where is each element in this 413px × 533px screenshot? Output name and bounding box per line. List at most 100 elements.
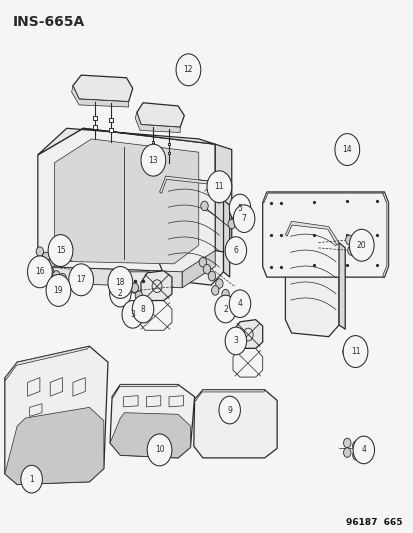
Text: 13: 13 — [148, 156, 158, 165]
Circle shape — [215, 279, 223, 288]
Polygon shape — [38, 128, 215, 272]
Text: 11: 11 — [214, 182, 223, 191]
Circle shape — [345, 235, 352, 245]
Polygon shape — [124, 272, 157, 293]
Text: 8: 8 — [140, 304, 145, 313]
Circle shape — [343, 448, 350, 457]
Polygon shape — [223, 200, 229, 277]
Circle shape — [228, 219, 235, 229]
Circle shape — [46, 274, 71, 306]
Circle shape — [46, 267, 54, 277]
Polygon shape — [38, 128, 215, 155]
Text: 15: 15 — [56, 246, 65, 255]
Circle shape — [225, 237, 246, 264]
Text: 7: 7 — [241, 214, 246, 223]
Text: 96187  665: 96187 665 — [346, 518, 402, 527]
Circle shape — [359, 438, 367, 448]
Circle shape — [36, 247, 43, 256]
Circle shape — [233, 205, 254, 232]
Text: 20: 20 — [356, 241, 366, 250]
Polygon shape — [194, 390, 264, 401]
Text: 1: 1 — [29, 475, 34, 483]
Text: 14: 14 — [342, 145, 351, 154]
Polygon shape — [54, 139, 198, 264]
Circle shape — [21, 465, 42, 493]
Polygon shape — [5, 407, 104, 484]
Circle shape — [122, 301, 143, 328]
Text: 4: 4 — [237, 299, 242, 308]
Text: 11: 11 — [350, 347, 359, 356]
Circle shape — [206, 171, 231, 203]
Polygon shape — [233, 320, 262, 349]
Polygon shape — [73, 75, 133, 102]
Circle shape — [199, 257, 206, 267]
Circle shape — [141, 144, 165, 176]
Circle shape — [214, 295, 236, 323]
Circle shape — [176, 54, 200, 86]
Text: 2: 2 — [118, 288, 122, 297]
Text: INS-665A: INS-665A — [13, 14, 85, 29]
Text: 3: 3 — [130, 310, 135, 319]
Circle shape — [349, 229, 373, 261]
Text: 9: 9 — [227, 406, 232, 415]
Polygon shape — [285, 221, 338, 337]
Circle shape — [211, 286, 218, 295]
Circle shape — [42, 252, 50, 262]
Text: 16: 16 — [35, 268, 45, 276]
Circle shape — [231, 303, 238, 313]
Circle shape — [109, 279, 131, 307]
Text: 18: 18 — [115, 278, 125, 287]
Polygon shape — [338, 243, 344, 329]
Circle shape — [359, 448, 367, 457]
Polygon shape — [193, 390, 276, 458]
Polygon shape — [135, 112, 180, 133]
Circle shape — [352, 441, 359, 450]
Circle shape — [352, 450, 359, 460]
Circle shape — [132, 295, 153, 323]
Circle shape — [40, 263, 47, 272]
Polygon shape — [71, 86, 128, 107]
Circle shape — [147, 434, 171, 466]
Text: 2: 2 — [223, 304, 228, 313]
Circle shape — [229, 290, 250, 318]
Circle shape — [221, 289, 229, 299]
Circle shape — [353, 240, 361, 250]
Circle shape — [225, 296, 233, 306]
Text: 5: 5 — [237, 204, 242, 213]
Circle shape — [229, 194, 250, 222]
Circle shape — [59, 273, 66, 283]
Text: 12: 12 — [183, 66, 193, 74]
Circle shape — [211, 176, 218, 186]
Circle shape — [131, 283, 138, 293]
Polygon shape — [110, 384, 194, 458]
Circle shape — [27, 256, 52, 288]
Polygon shape — [182, 251, 215, 288]
Polygon shape — [112, 384, 178, 398]
Text: 3: 3 — [233, 336, 238, 345]
Text: 17: 17 — [76, 275, 86, 284]
Circle shape — [135, 291, 142, 301]
Circle shape — [69, 264, 93, 296]
Circle shape — [342, 336, 367, 368]
Polygon shape — [262, 192, 388, 203]
Circle shape — [334, 134, 359, 165]
Text: 10: 10 — [154, 446, 164, 455]
Circle shape — [343, 438, 350, 448]
Polygon shape — [5, 346, 89, 380]
Circle shape — [352, 436, 374, 464]
Text: 19: 19 — [54, 286, 63, 295]
Polygon shape — [215, 144, 231, 253]
Polygon shape — [38, 266, 182, 288]
Polygon shape — [285, 221, 338, 245]
Circle shape — [203, 264, 210, 274]
Circle shape — [208, 271, 215, 281]
Polygon shape — [382, 192, 388, 277]
Polygon shape — [141, 271, 171, 301]
Circle shape — [52, 271, 60, 280]
Polygon shape — [262, 192, 388, 277]
Circle shape — [347, 246, 354, 255]
Text: 6: 6 — [233, 246, 238, 255]
Polygon shape — [137, 103, 184, 127]
Circle shape — [342, 347, 349, 357]
Circle shape — [218, 396, 240, 424]
